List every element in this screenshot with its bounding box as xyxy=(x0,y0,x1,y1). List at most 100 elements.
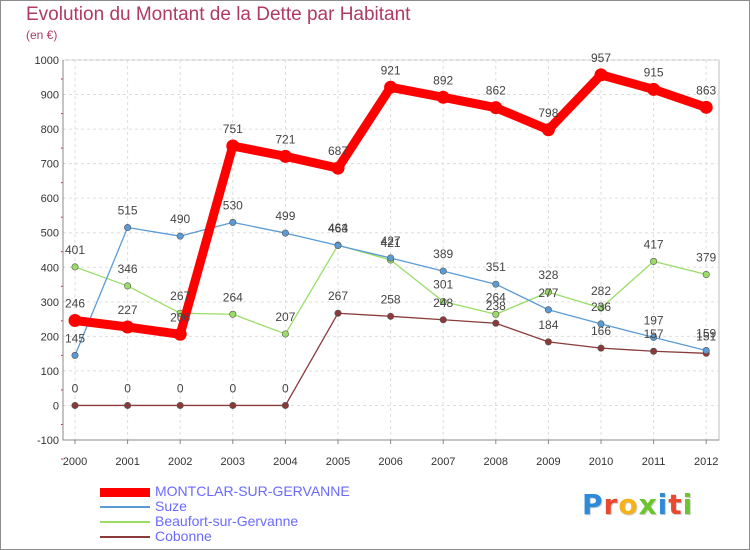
data-point xyxy=(439,267,447,275)
data-label: 346 xyxy=(118,262,138,276)
data-point xyxy=(124,224,132,232)
x-tick-label: 2006 xyxy=(378,456,402,468)
data-label: 417 xyxy=(644,237,664,251)
data-point xyxy=(436,90,450,104)
x-tick-label: 2000 xyxy=(63,456,87,468)
data-point xyxy=(124,401,132,409)
data-label: 159 xyxy=(696,327,716,341)
y-tick-label: 800 xyxy=(41,124,59,136)
data-label: 0 xyxy=(124,381,131,395)
data-point xyxy=(702,271,710,279)
data-label: 0 xyxy=(177,381,184,395)
x-tick-label: 2001 xyxy=(115,456,139,468)
data-label: 463 xyxy=(328,222,348,236)
data-point xyxy=(492,319,500,327)
data-label: 145 xyxy=(65,331,85,345)
data-label: 862 xyxy=(486,84,506,98)
data-label: 798 xyxy=(538,106,558,120)
data-point xyxy=(699,100,713,114)
y-tick-label: 400 xyxy=(41,262,59,274)
data-label: 0 xyxy=(282,381,289,395)
data-point xyxy=(544,338,552,346)
data-label: 264 xyxy=(486,290,506,304)
x-tick-label: 2002 xyxy=(168,456,192,468)
data-label: 0 xyxy=(229,381,236,395)
data-point xyxy=(281,330,289,338)
data-point xyxy=(71,351,79,359)
data-point xyxy=(489,101,503,115)
logo-letter: i xyxy=(682,488,694,521)
legend-label: Beaufort-sur-Gervanne xyxy=(155,513,299,529)
data-point xyxy=(702,347,710,355)
logo-letter: r xyxy=(603,488,619,521)
data-point xyxy=(384,80,398,94)
data-label: 328 xyxy=(538,268,558,282)
data-point xyxy=(71,263,79,271)
series-cobonne xyxy=(71,309,710,409)
data-labels-layer: 0 0 0 0 0 267 258 248 238 184 166 157 151 401 346 267 26… xyxy=(65,51,717,396)
data-point xyxy=(492,310,500,318)
data-point xyxy=(281,229,289,237)
data-label: 892 xyxy=(433,73,453,87)
data-label: 921 xyxy=(381,63,401,77)
data-label: 499 xyxy=(275,209,295,223)
data-label: 389 xyxy=(433,247,453,261)
data-label: 277 xyxy=(538,286,558,300)
data-label: 151 xyxy=(696,329,716,343)
y-tick-label: 500 xyxy=(41,228,59,240)
data-label: 687 xyxy=(328,144,348,158)
data-point xyxy=(281,401,289,409)
y-tick-label: 100 xyxy=(41,366,59,378)
legend-label: Suze xyxy=(155,498,187,514)
data-label: 236 xyxy=(591,300,611,314)
legend-swatch xyxy=(100,536,150,538)
data-point xyxy=(650,257,658,265)
data-point xyxy=(331,161,345,175)
data-point xyxy=(647,82,661,96)
data-point xyxy=(334,309,342,317)
data-label: 301 xyxy=(433,277,453,291)
y-tick-label: -100 xyxy=(37,435,59,447)
data-point xyxy=(278,149,292,163)
y-tick-label: 300 xyxy=(41,297,59,309)
data-point xyxy=(541,123,555,137)
data-label: 490 xyxy=(170,212,190,226)
data-point xyxy=(597,304,605,312)
data-label: 157 xyxy=(644,327,664,341)
data-point xyxy=(594,68,608,82)
data-label: 246 xyxy=(65,296,85,310)
logo-letter: o xyxy=(618,488,639,521)
x-tick-label: 2010 xyxy=(589,456,613,468)
chart-subtitle: (en €) xyxy=(26,28,58,42)
legend-swatch xyxy=(100,521,150,523)
data-point xyxy=(387,254,395,262)
data-label: 863 xyxy=(696,83,716,97)
logo-letter: t xyxy=(668,488,683,521)
logo-letter: i xyxy=(657,488,669,521)
data-point xyxy=(334,242,342,250)
legend-swatch xyxy=(100,506,150,508)
data-label: 401 xyxy=(65,243,85,257)
y-tick-label: 600 xyxy=(41,193,59,205)
data-label: 207 xyxy=(275,310,295,324)
x-tick-label: 2004 xyxy=(273,456,297,468)
legend-label: MONTCLAR-SUR-GERVANNE xyxy=(155,483,350,499)
legend-label: Cobonne xyxy=(155,528,212,544)
data-label: 379 xyxy=(696,251,716,265)
data-label: 264 xyxy=(223,290,243,304)
series-montclar-sur-gervanne xyxy=(68,68,713,341)
data-label: 267 xyxy=(328,289,348,303)
data-label: 197 xyxy=(644,313,664,327)
data-point xyxy=(176,232,184,240)
data-label: 751 xyxy=(223,122,243,136)
legend-swatch xyxy=(100,487,150,497)
data-label: 530 xyxy=(223,198,243,212)
x-tick-label: 2003 xyxy=(221,456,245,468)
data-point xyxy=(650,347,658,355)
data-point xyxy=(439,316,447,324)
data-point xyxy=(226,139,240,153)
chart-title: Evolution du Montant de la Dette par Hab… xyxy=(26,4,411,25)
x-tick-label: 2012 xyxy=(694,456,718,468)
logo-letter: x xyxy=(638,488,658,521)
